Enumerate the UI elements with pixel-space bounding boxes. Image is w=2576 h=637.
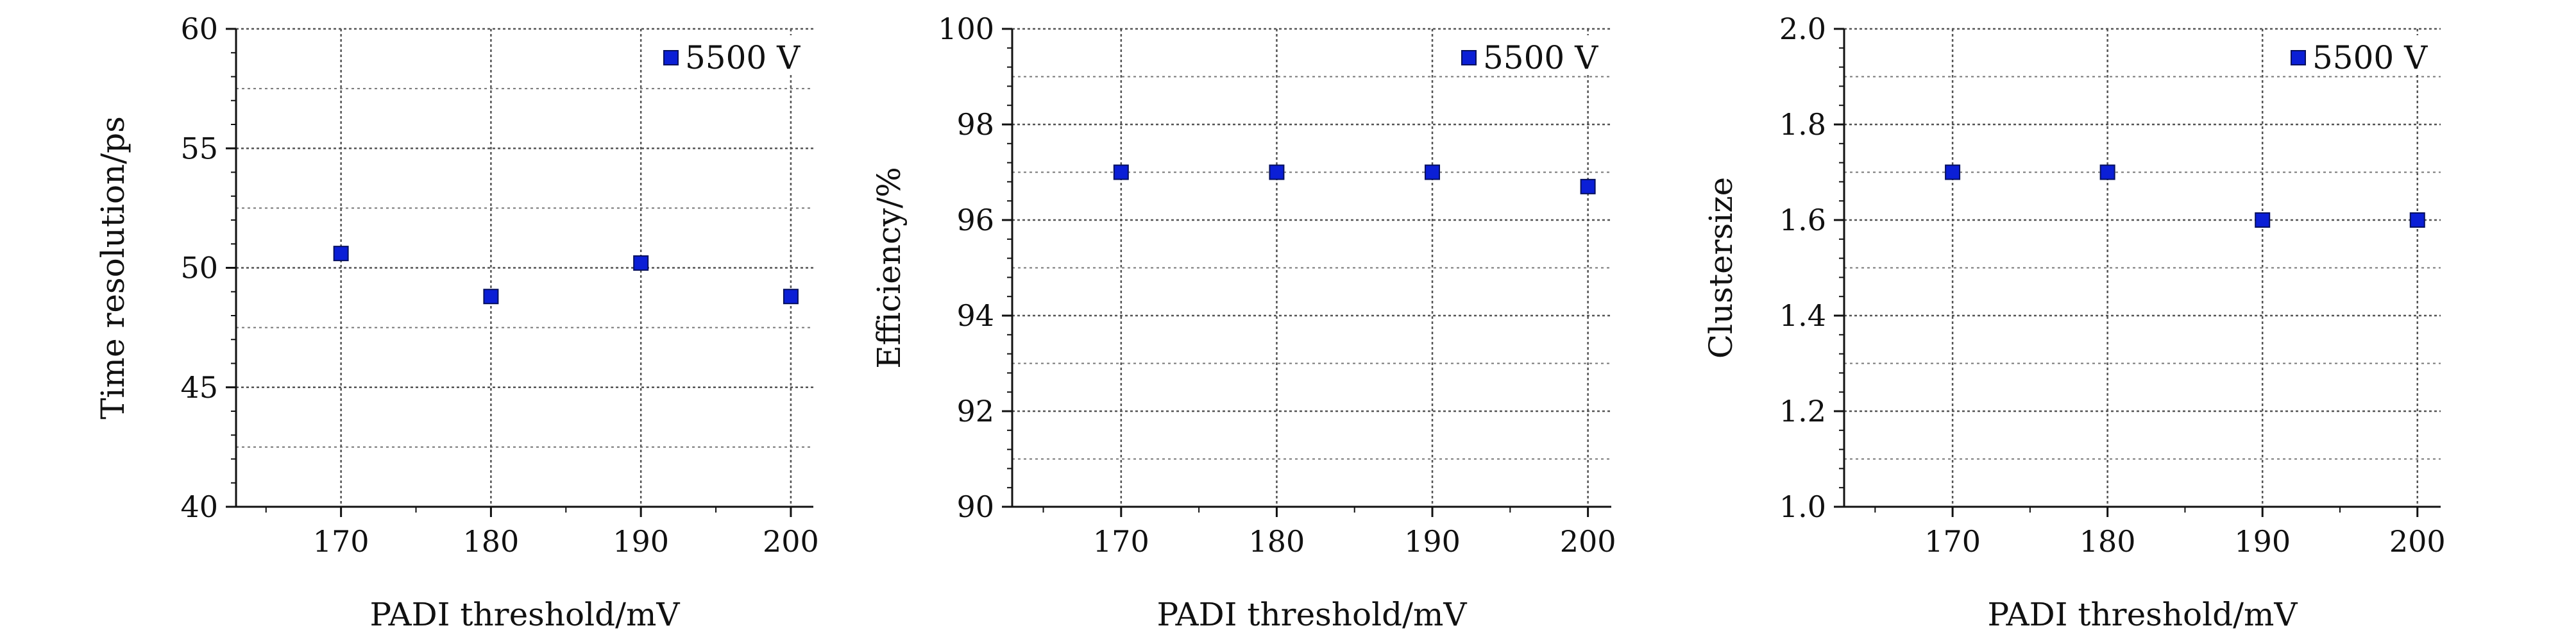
legend-label: 5500 V	[685, 39, 801, 76]
y-axis-title: Efficiency/%	[870, 167, 908, 368]
legend-label: 5500 V	[1483, 39, 1598, 76]
y-tick-label: 98	[956, 107, 994, 142]
y-axis-title: Clustersize	[1702, 177, 1740, 359]
x-tick-label: 200	[1560, 524, 1616, 559]
x-tick-label: 200	[2389, 524, 2446, 559]
x-tick-label: 180	[462, 524, 519, 559]
legend-label: 5500 V	[2312, 39, 2428, 76]
x-axis-title: PADI threshold/mV	[369, 596, 680, 633]
legend-background	[655, 35, 802, 74]
x-axis-title: PADI threshold/mV	[1987, 596, 2298, 633]
x-tick-label: 170	[1924, 524, 1981, 559]
data-point	[1580, 178, 1596, 194]
y-tick-label: 60	[180, 12, 218, 46]
data-point	[483, 289, 499, 305]
data-point	[1945, 164, 1961, 180]
data-point	[1269, 164, 1285, 180]
data-point	[1113, 164, 1129, 180]
x-tick-label: 200	[763, 524, 819, 559]
x-tick-label: 190	[613, 524, 669, 559]
x-tick-label: 180	[1249, 524, 1305, 559]
y-tick-label: 1.8	[1779, 107, 1826, 142]
y-tick-label: 96	[956, 203, 994, 237]
x-tick-label: 170	[1093, 524, 1149, 559]
legend-marker	[2291, 50, 2306, 65]
y-tick-label: 100	[938, 12, 994, 46]
data-point	[2099, 164, 2115, 180]
y-tick-label: 94	[956, 298, 994, 333]
y-tick-label: 1.2	[1779, 394, 1826, 429]
data-point	[783, 289, 799, 305]
y-tick-label: 1.0	[1779, 489, 1826, 524]
x-axis-title: PADI threshold/mV	[1157, 596, 1467, 633]
x-tick-label: 180	[2080, 524, 2136, 559]
legend-marker	[663, 50, 679, 65]
legend-background	[1453, 35, 1600, 74]
chart-panel-1: 40 45 50 55 60 170 180 190 200 PADI threshold/mV T…	[94, 12, 819, 633]
data-point	[1425, 164, 1441, 180]
data-point	[633, 255, 649, 271]
x-tick-label: 170	[313, 524, 369, 559]
y-tick-label: 50	[180, 251, 218, 285]
x-tick-label: 190	[1404, 524, 1461, 559]
y-tick-label: 2.0	[1779, 12, 1826, 46]
y-tick-label: 1.4	[1779, 298, 1826, 333]
legend-background	[2282, 35, 2430, 74]
x-tick-label: 190	[2234, 524, 2291, 559]
y-tick-label: 40	[180, 489, 218, 524]
y-tick-label: 1.6	[1779, 203, 1826, 237]
legend-marker	[1461, 50, 1477, 65]
y-tick-label: 45	[180, 370, 218, 405]
y-tick-label: 55	[180, 131, 218, 166]
data-point	[333, 246, 349, 262]
y-axis-title: Time resolution/ps	[94, 116, 131, 420]
y-tick-label: 92	[956, 394, 994, 429]
chart-panel-3: 1.0 1.2 1.4 1.6 1.8 2.0 170 180 190 200 PADI thres…	[1702, 12, 2446, 633]
data-point	[2255, 212, 2271, 228]
y-tick-label: 90	[956, 489, 994, 524]
data-point	[2409, 212, 2425, 228]
chart-panel-2: 90 92 94 96 98 100 170 180 190 200 PADI threshold/…	[870, 12, 1616, 633]
